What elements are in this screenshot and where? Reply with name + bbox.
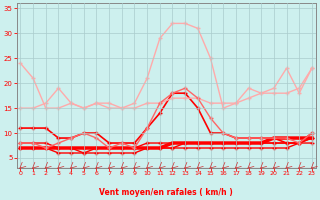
X-axis label: Vent moyen/en rafales ( km/h ): Vent moyen/en rafales ( km/h )	[99, 188, 233, 197]
